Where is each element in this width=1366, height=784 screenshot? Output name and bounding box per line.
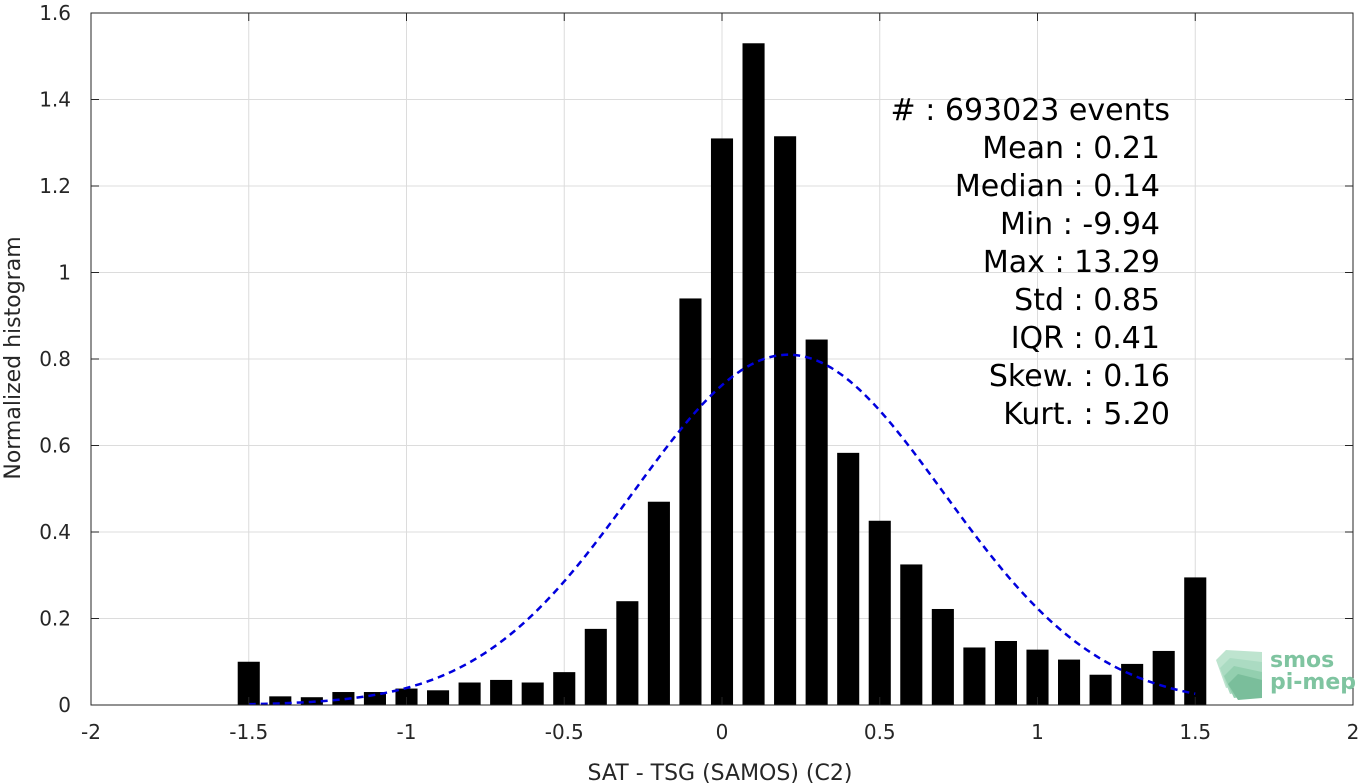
histogram-bar <box>900 564 923 705</box>
histogram-bar <box>458 682 481 705</box>
y-tick-label: 0.8 <box>39 347 71 371</box>
histogram-bar <box>679 298 702 705</box>
bars <box>237 43 1207 706</box>
stats-min: Min : -9.94 <box>1000 207 1160 242</box>
y-tick-label: 1.4 <box>39 88 71 112</box>
logo-line1: smos <box>1270 648 1334 673</box>
histogram-bar <box>647 501 670 705</box>
histogram-bar <box>931 608 954 705</box>
x-tick-label: 0 <box>716 720 729 744</box>
histogram-bar <box>742 43 765 705</box>
histogram-bar <box>710 138 734 706</box>
histogram-bar <box>1089 674 1112 705</box>
stats-median: Median : 0.14 <box>955 169 1160 204</box>
y-tick-label: 0 <box>58 693 71 717</box>
histogram-bar <box>269 696 292 705</box>
histogram-bar <box>963 647 986 705</box>
y-tick-label: 1.6 <box>39 1 71 25</box>
y-tick-label: 0.4 <box>39 520 71 544</box>
histogram-bar <box>774 136 797 705</box>
histogram-bar <box>868 520 891 705</box>
histogram-bar <box>490 679 513 705</box>
y-tick-label: 1 <box>58 261 71 285</box>
histogram-bar <box>994 640 1017 705</box>
histogram-bar <box>427 690 450 705</box>
histogram-bar <box>805 339 828 705</box>
logo-line2: pi-mep <box>1270 670 1356 695</box>
histogram-bar <box>1152 650 1175 705</box>
histogram-bar <box>395 688 418 705</box>
histogram-bar <box>1026 649 1049 705</box>
histogram-bar <box>837 452 860 705</box>
x-axis-label: SAT - TSG (SAMOS) (C2) <box>588 761 853 784</box>
histogram-bar <box>616 601 639 705</box>
x-tick-label: 2 <box>1347 720 1360 744</box>
x-tick-label: 1 <box>1031 720 1044 744</box>
x-tick-label: -1 <box>397 720 417 744</box>
stats-kurt: Kurt. : 5.20 <box>1003 397 1170 432</box>
logo-waves-icon <box>1216 650 1262 700</box>
histogram-bar <box>1121 663 1144 705</box>
stats-count: # : 693023 events <box>891 93 1170 128</box>
y-tick-label: 1.2 <box>39 174 71 198</box>
stats-skew: Skew. : 0.16 <box>989 359 1170 394</box>
histogram-bar <box>332 692 355 705</box>
x-tick-label: -0.5 <box>545 720 584 744</box>
stats-iqr: IQR : 0.41 <box>1011 321 1160 356</box>
smos-pimep-logo: smos pi-mep <box>1216 648 1356 700</box>
stats-box: # : 693023 events Mean : 0.21 Median : 0… <box>891 93 1170 432</box>
y-tick-label: 0.2 <box>39 607 71 631</box>
ticks: -2 -1.5 -1 -0.5 0 0.5 1 1.5 2 0 0.2 0.4 0.6 0.8 1 1.2 1.… <box>39 1 1359 744</box>
histogram-bar <box>237 661 260 705</box>
x-tick-label: -1.5 <box>229 720 268 744</box>
stats-max: Max : 13.29 <box>983 245 1160 280</box>
histogram-bar <box>584 628 607 705</box>
histogram-bar <box>1184 577 1207 705</box>
x-tick-label: 0.5 <box>864 720 896 744</box>
stats-std: Std : 0.85 <box>1014 283 1160 318</box>
y-axis-label: Normalized histogram <box>1 236 26 479</box>
x-tick-label: 1.5 <box>1179 720 1211 744</box>
x-tick-label: -2 <box>81 720 101 744</box>
stats-mean: Mean : 0.21 <box>982 131 1160 166</box>
histogram-bar <box>521 682 544 705</box>
y-tick-label: 0.6 <box>39 434 71 458</box>
histogram-bar <box>553 672 576 705</box>
histogram-bar <box>1058 659 1081 705</box>
normal-fit-curve <box>248 353 1196 706</box>
